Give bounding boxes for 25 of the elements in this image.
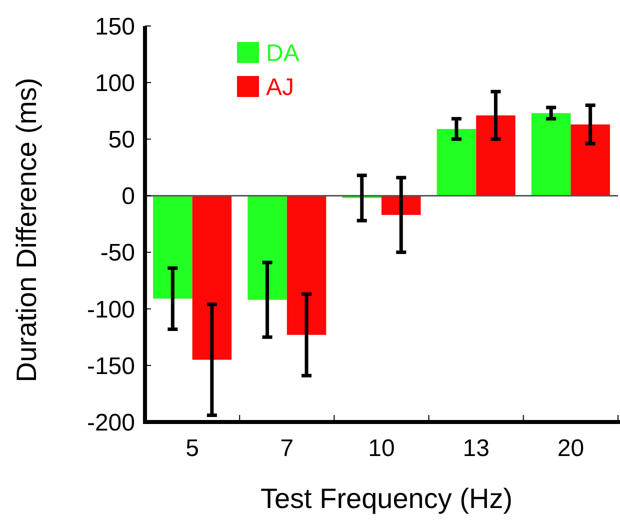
- x-axis-title: Test Frequency (Hz): [260, 483, 513, 514]
- bar: [192, 196, 232, 360]
- y-tick-label: -200: [86, 409, 135, 436]
- bar: [248, 196, 287, 300]
- bar: [476, 115, 516, 196]
- y-tick-label: -150: [86, 352, 135, 380]
- y-tick-label: -50: [100, 240, 135, 267]
- x-tick-label: 5: [186, 435, 199, 462]
- bar: [436, 128, 476, 196]
- legend-label: DA: [266, 40, 300, 67]
- x-tick-label: 10: [368, 435, 395, 462]
- x-tick-label: 20: [557, 435, 584, 462]
- bar: [286, 196, 326, 335]
- y-tick-label: 50: [108, 126, 135, 154]
- y-axis-title: Duration Difference (ms): [11, 78, 42, 382]
- bar: [531, 113, 571, 196]
- y-tick-label: 100: [94, 70, 135, 97]
- legend-label: AJ: [266, 74, 294, 101]
- bar: [153, 196, 192, 299]
- y-tick-label: 150: [94, 13, 135, 40]
- x-tick-label: 13: [462, 435, 490, 462]
- x-tick-label: 7: [280, 435, 294, 462]
- y-tick-label: -100: [86, 296, 135, 324]
- bar: [570, 124, 610, 196]
- y-tick-label: 0: [122, 183, 135, 210]
